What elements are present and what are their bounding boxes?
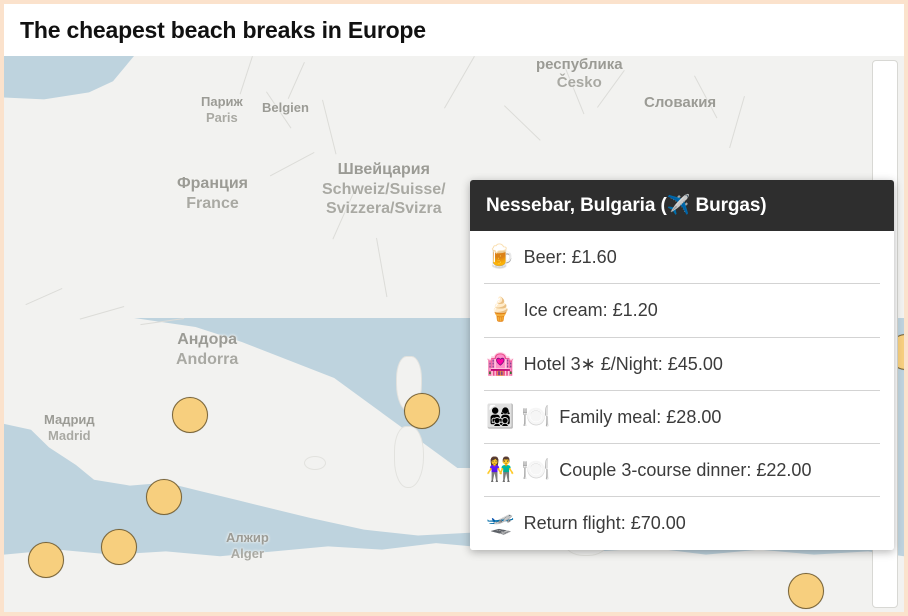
map-label-primary: Словакия xyxy=(644,94,717,111)
row-icon-group: 👫 🍽️ xyxy=(486,458,550,481)
border-line xyxy=(79,306,125,320)
price-row-ice-cream: 🍦 Ice cream: £1.20 xyxy=(484,284,880,338)
page-header: The cheapest beach breaks in Europe xyxy=(4,4,904,56)
price-marker[interactable] xyxy=(404,393,440,429)
price-row-text: Couple 3-course dinner: £22.00 xyxy=(559,460,812,481)
popup-header: Nessebar, Bulgaria (✈️ Burgas) xyxy=(470,180,894,231)
price-row-text: Family meal: £28.00 xyxy=(559,406,722,427)
border-line xyxy=(239,56,253,95)
airplane-departure-icon: 🛫 xyxy=(486,509,515,536)
location-popup: Nessebar, Bulgaria (✈️ Burgas) 🍺 Beer: £… xyxy=(470,180,894,550)
map-label: Belgien xyxy=(262,100,309,116)
map-label-primary: Франция xyxy=(177,175,248,192)
beer-icon: 🍺 xyxy=(486,243,515,269)
border-line xyxy=(504,105,541,141)
row-icon-group: 🛫 xyxy=(486,511,515,534)
landmass-north-africa xyxy=(4,543,904,612)
map-label: Алжир Alger xyxy=(226,530,269,562)
row-icon-group: 🏩 xyxy=(486,349,515,376)
border-line xyxy=(376,237,388,298)
map-label-secondary: Schweiz/Suisse/ xyxy=(322,180,446,198)
price-row-family-meal: 👨‍👩‍👧‍👦 🍽️ Family meal: £28.00 xyxy=(484,391,880,445)
price-row-text: Hotel 3∗ £/Night: £45.00 xyxy=(523,353,723,374)
page-title: The cheapest beach breaks in Europe xyxy=(20,16,426,43)
price-marker[interactable] xyxy=(101,529,137,565)
border-line xyxy=(269,152,315,177)
map-label-primary: Алжир xyxy=(226,530,269,545)
price-row-text: Beer: £1.60 xyxy=(523,247,617,267)
border-line xyxy=(322,99,337,155)
map-label: республика Česko xyxy=(536,56,623,93)
border-line xyxy=(729,96,745,149)
price-marker[interactable] xyxy=(146,479,182,515)
map-label: Мадрид Madrid xyxy=(44,412,95,444)
price-marker[interactable] xyxy=(788,573,824,609)
airplane-icon: ✈️ xyxy=(666,195,691,216)
map-label: Словакия xyxy=(644,94,716,112)
price-row-beer: 🍺 Beer: £1.60 xyxy=(484,231,880,285)
cutlery-icon: 🍽️ xyxy=(521,456,551,483)
map-label: Париж Paris xyxy=(201,94,243,126)
family-icon: 👨‍👩‍👧‍👦 xyxy=(486,402,515,429)
row-icon-group: 🍺 xyxy=(486,245,515,268)
island-balearic xyxy=(304,456,326,470)
price-row-text: Return flight: £70.00 xyxy=(523,513,686,534)
cutlery-icon: 🍽️ xyxy=(521,402,551,429)
price-marker[interactable] xyxy=(28,542,64,578)
popup-location-name: Nessebar, Bulgaria ( xyxy=(486,195,667,216)
map-label-secondary: Andorra xyxy=(176,350,239,368)
map-canvas[interactable]: Belgien республика Česko Словакия Париж … xyxy=(4,56,904,612)
couple-icon: 👫 xyxy=(486,456,515,483)
map-label: Франция France xyxy=(177,174,248,213)
price-row-hotel: 🏩 Hotel 3∗ £/Night: £45.00 xyxy=(484,338,880,391)
island-sardinia xyxy=(394,426,424,488)
map-label-primary: Belgien xyxy=(262,100,309,115)
price-row-couple-dinner: 👫 🍽️ Couple 3-course dinner: £22.00 xyxy=(484,444,880,498)
border-line xyxy=(25,288,63,306)
ice-cream-icon: 🍦 xyxy=(486,296,515,323)
map-label-primary: Андора xyxy=(177,331,238,348)
map-label-primary: республика xyxy=(536,56,623,73)
popup-body: 🍺 Beer: £1.60 🍦 Ice cream: £1.20 🏩 Hotel… xyxy=(470,231,894,550)
price-row-text: Ice cream: £1.20 xyxy=(523,300,658,321)
map-label: Швейцария Schweiz/Suisse/ Svizzera/Svizr… xyxy=(322,160,446,219)
border-line xyxy=(287,62,305,99)
map-label-secondary: France xyxy=(186,194,239,212)
price-row-return-flight: 🛫 Return flight: £70.00 xyxy=(484,497,880,549)
map-label-primary: Мадрид xyxy=(44,412,95,427)
map-label: Андора Andorra xyxy=(176,330,238,369)
map-label-secondary: Alger xyxy=(230,545,265,561)
map-label-primary: Швейцария xyxy=(337,161,430,178)
map-label-tertiary: Svizzera/Svizra xyxy=(325,200,442,218)
map-label-secondary: Paris xyxy=(205,109,238,125)
row-icon-group: 🍦 xyxy=(486,298,515,321)
map-label-secondary: Madrid xyxy=(48,427,91,443)
map-label-primary: Париж xyxy=(201,94,243,109)
row-icon-group: 👨‍👩‍👧‍👦 🍽️ xyxy=(486,402,551,429)
map-label-secondary: Česko xyxy=(556,74,602,92)
hotel-icon: 🏩 xyxy=(486,349,515,376)
border-line xyxy=(444,56,475,109)
price-marker[interactable] xyxy=(172,397,208,433)
popup-airport-name: Burgas) xyxy=(690,195,767,216)
water-atlantic xyxy=(4,56,134,100)
